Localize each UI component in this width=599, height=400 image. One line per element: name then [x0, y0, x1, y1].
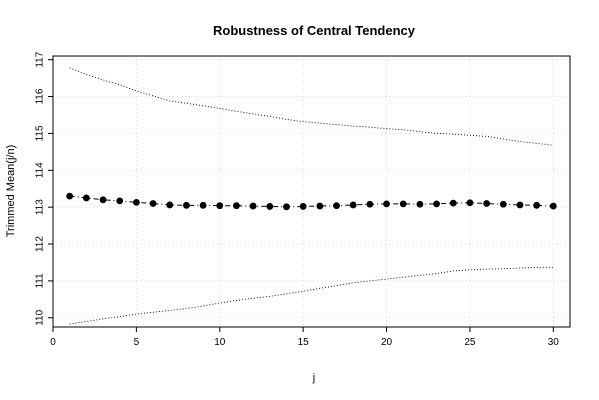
x-tick-label: 10 [214, 337, 226, 348]
trimmed-mean-point [149, 200, 157, 207]
trimmed-mean-point [449, 199, 457, 207]
trimmed-mean-point [99, 196, 107, 204]
x-tick-label: 0 [50, 337, 56, 348]
trimmed-mean-point [116, 197, 124, 205]
x-tick-label: 25 [464, 337, 476, 348]
trimmed-mean-point [466, 199, 474, 207]
trimmed-mean-point [499, 200, 507, 208]
trimmed-mean-point [483, 200, 491, 207]
trimmed-mean-point [66, 192, 74, 200]
x-tick-label: 20 [381, 337, 393, 348]
chart-title: Robustness of Central Tendency [213, 23, 416, 38]
y-tick-label: 114 [35, 162, 46, 178]
series-layer [66, 67, 557, 325]
trimmed-mean-point [132, 198, 140, 206]
x-tick-label: 30 [548, 337, 560, 348]
x-tick-label: 15 [298, 337, 310, 348]
plot-frame [52, 55, 571, 328]
trimmed-mean-point [299, 203, 307, 210]
trimmed-mean-point [349, 201, 357, 209]
upper-bound-line [69, 67, 554, 146]
y-tick-label: 115 [35, 125, 46, 141]
trimmed-mean-point [283, 203, 290, 211]
trimmed-mean-point [383, 200, 390, 208]
trimmed-mean-point [82, 194, 90, 202]
trimmed-mean-point [333, 202, 340, 210]
y-axis-label: Trimmed Mean(j/n) [5, 145, 17, 238]
trimmed-mean-line [69, 195, 554, 208]
y-tick-label: 112 [35, 236, 46, 252]
x-axis: 0 5 10 15 20 25 30 [50, 327, 559, 348]
y-tick-label: 113 [35, 199, 46, 215]
y-axis: 110 111 112 113 114 115 116 117 [35, 51, 53, 326]
grid [52, 56, 570, 327]
lower-bound-line [69, 266, 554, 325]
trimmed-mean-point [199, 201, 207, 209]
trimmed-mean-point [533, 201, 541, 209]
trimmed-mean-point [433, 200, 440, 208]
trimmed-mean-point [166, 201, 174, 209]
trimmed-mean-point [183, 201, 190, 209]
trimmed-mean-point [266, 203, 274, 210]
trimmed-mean-point [249, 202, 257, 210]
trimmed-mean-point [516, 201, 524, 209]
trimmed-mean-point [216, 202, 224, 210]
y-tick-label: 111 [35, 273, 46, 289]
trimmed-mean-point [316, 202, 324, 210]
x-tick-label: 5 [134, 337, 140, 348]
trimmed-mean-point [549, 202, 557, 210]
y-tick-label: 117 [35, 51, 46, 67]
trimmed-mean-point [416, 200, 424, 208]
x-axis-label: j [312, 372, 315, 384]
trimmed-mean-point [399, 200, 407, 208]
trimmed-mean-point [366, 200, 374, 208]
y-tick-label: 110 [35, 309, 46, 325]
trimmed-mean-point [233, 202, 240, 210]
y-tick-label: 116 [35, 88, 46, 104]
